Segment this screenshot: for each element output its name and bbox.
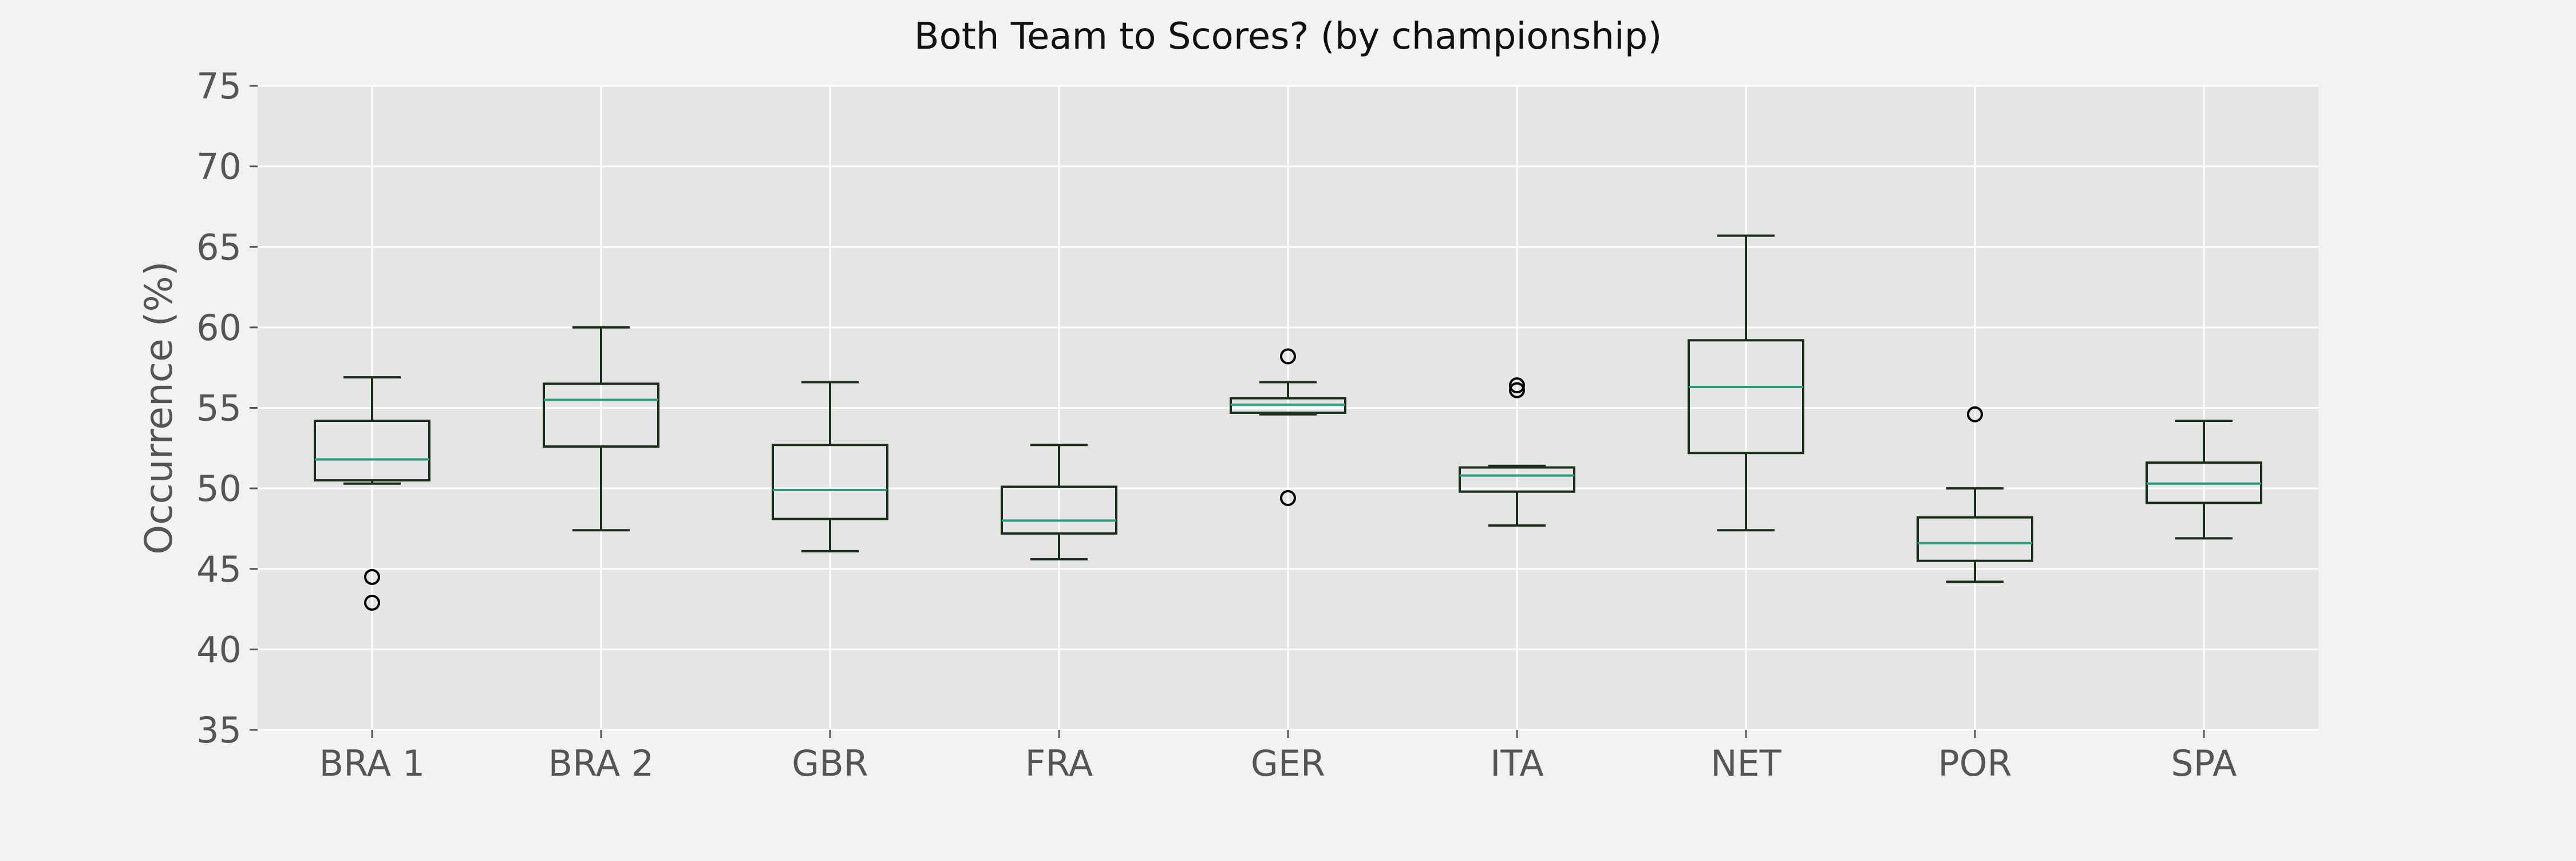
chart-title: Both Team to Scores? (by championship) xyxy=(914,15,1662,58)
x-tick-label: SPA xyxy=(2171,742,2237,784)
y-tick-label: 75 xyxy=(196,65,242,107)
y-tick-label: 35 xyxy=(196,709,242,751)
x-tick-label: BRA 1 xyxy=(319,742,425,784)
box-bra-2 xyxy=(543,326,659,532)
outlier-point xyxy=(364,568,380,585)
iqr-box xyxy=(314,420,430,482)
y-axis-label: Occurrence (%) xyxy=(137,261,181,555)
y-tick-label: 40 xyxy=(196,629,242,670)
iqr-box xyxy=(543,382,659,448)
axis-layer: 35 40 45 50 55 60 65 70 75 BRA 1 BRA 2 GBR FRA GER ITA… xyxy=(196,65,2237,784)
box-spa xyxy=(2146,420,2262,540)
x-tick-label: POR xyxy=(1938,742,2012,784)
iqr-box xyxy=(1917,516,2033,562)
y-tick-label: 70 xyxy=(196,146,242,188)
x-tick-label: GBR xyxy=(792,742,868,784)
outlier-point xyxy=(1280,348,1296,365)
outlier-point xyxy=(1509,377,1525,394)
x-tick-label: ITA xyxy=(1490,742,1544,784)
iqr-box xyxy=(772,444,888,520)
x-tick-label: BRA 2 xyxy=(548,742,654,784)
y-tick-label: 55 xyxy=(196,388,242,429)
box-ita xyxy=(1459,377,1575,527)
box-net xyxy=(1688,234,1804,532)
x-tick-label: GER xyxy=(1251,742,1325,784)
outlier-point xyxy=(364,594,380,611)
x-tick-label: NET xyxy=(1710,742,1782,784)
y-tick-label: 65 xyxy=(196,226,242,268)
iqr-box xyxy=(1459,466,1575,493)
outlier-point xyxy=(1280,490,1296,506)
outlier-point xyxy=(1967,406,1983,422)
y-tick-label: 45 xyxy=(196,548,242,590)
iqr-box xyxy=(1001,485,1117,535)
outlier-point xyxy=(1509,382,1525,398)
box-fra xyxy=(1001,444,1117,560)
x-tick-label: FRA xyxy=(1025,742,1093,784)
box-por xyxy=(1917,406,2033,583)
y-tick-label: 50 xyxy=(196,468,242,510)
box-gbr xyxy=(772,381,888,552)
iqr-box xyxy=(1688,339,1804,455)
box-layer xyxy=(314,234,2262,611)
box-ger xyxy=(1230,348,1346,506)
box-bra-1 xyxy=(314,376,430,611)
y-tick-label: 60 xyxy=(196,307,242,349)
